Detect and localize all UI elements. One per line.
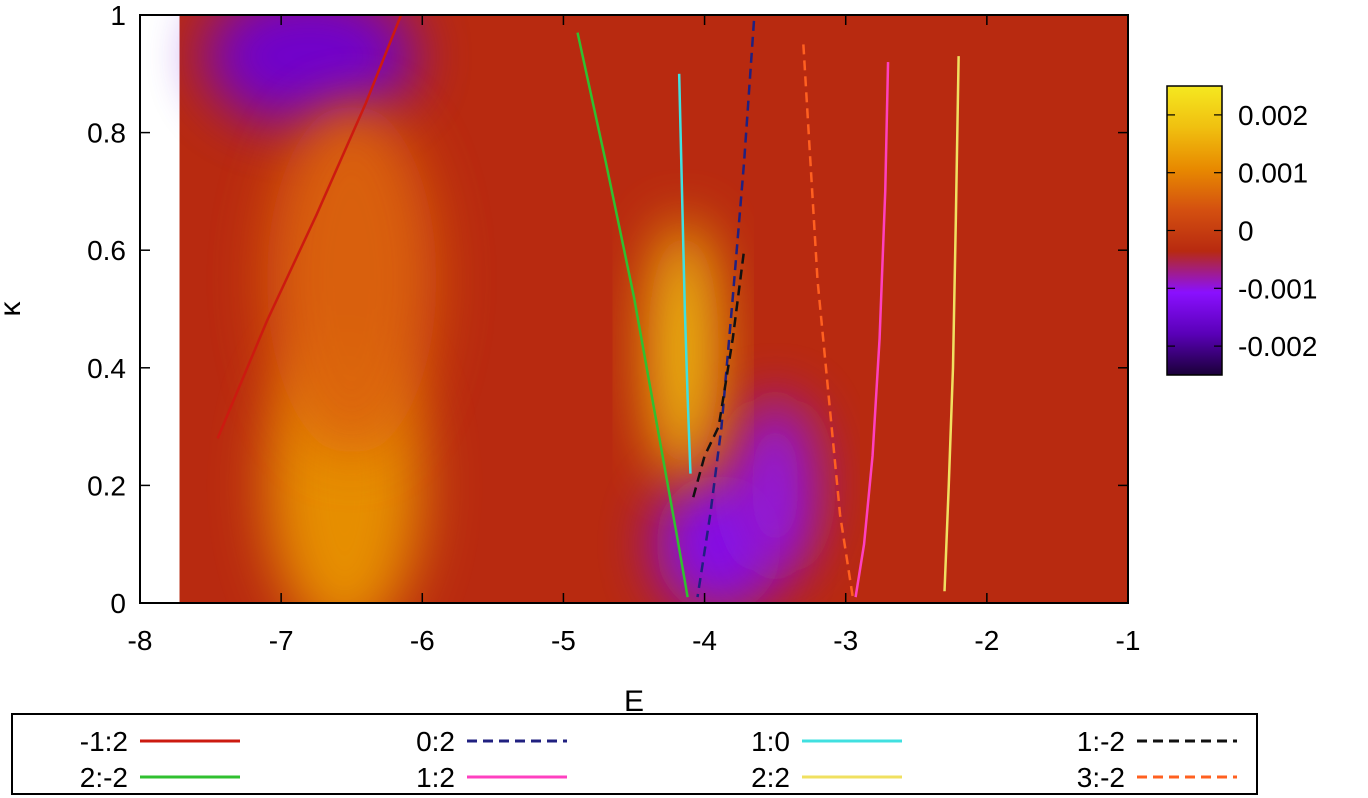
series-line-3_-2 <box>802 44 855 598</box>
plot-area <box>179 15 1128 603</box>
heat-region-positive-5 <box>648 220 719 480</box>
x-tick-label: -6 <box>410 625 435 656</box>
legend-label: 1:0 <box>751 726 790 757</box>
x-tick-label: -8 <box>128 625 153 656</box>
colorbar: 0.002 0.001 0 -0.001 -0.002 <box>1166 85 1317 376</box>
y-tick-label: 1 <box>110 0 126 31</box>
y-tick-label: 0.8 <box>87 118 126 149</box>
series-line-1_2 <box>854 62 890 598</box>
legend-box <box>11 713 1258 795</box>
legend-label: 1:-2 <box>1077 726 1125 757</box>
heat-region-negative-2 <box>732 397 818 574</box>
x-tick-label: -2 <box>974 625 999 656</box>
legend-label: 2:2 <box>751 762 790 793</box>
legend-label: 2:-2 <box>80 762 128 793</box>
colorbar-tick-label: 0.002 <box>1238 100 1308 131</box>
colorbar-tick-label: 0 <box>1238 216 1254 247</box>
legend-label: 0:2 <box>416 726 455 757</box>
series-line--1_2 <box>216 15 403 439</box>
series-line-1_0 <box>677 73 692 474</box>
colorbar-gradient <box>1166 85 1223 376</box>
legend: -1:2 0:2 1:0 1:-2 2:-2 1:2 2:2 3:-2 <box>11 713 1258 795</box>
series-line-2_-2 <box>576 32 689 598</box>
x-axis-title: E <box>624 685 644 718</box>
x-tick-label: -7 <box>269 625 294 656</box>
heat-region-positive-4 <box>267 103 437 456</box>
x-tick-label: -1 <box>1116 625 1141 656</box>
heat-region-negative-0 <box>203 15 416 127</box>
series-line-1_-2 <box>692 250 746 498</box>
series-line-0_2 <box>696 20 756 598</box>
colorbar-tick-label: -0.001 <box>1238 273 1317 304</box>
y-tick-label: 0.4 <box>87 353 126 384</box>
y-tick-label: 0 <box>110 588 126 619</box>
y-tick-label: 0.2 <box>87 470 126 501</box>
axes-layer: -8 -7 -6 -5 -4 -3 -2 -1 0 0.2 0.4 0.6 0.8 1 <box>87 0 1140 656</box>
x-tick-label: -5 <box>551 625 576 656</box>
series-layer <box>216 15 960 598</box>
colorbar-tick-label: 0.001 <box>1238 158 1308 189</box>
plot-frame <box>139 14 1129 604</box>
x-tick-label: -4 <box>692 625 717 656</box>
colorbar-tick-label: -0.002 <box>1238 331 1317 362</box>
y-tick-label: 0.6 <box>87 235 126 266</box>
legend-label: 1:2 <box>416 762 455 793</box>
legend-label: -1:2 <box>80 726 128 757</box>
x-tick-label: -3 <box>833 625 858 656</box>
series-line-2_2 <box>943 56 960 592</box>
y-axis-title: κ <box>0 301 27 317</box>
legend-label: 3:-2 <box>1077 762 1125 793</box>
